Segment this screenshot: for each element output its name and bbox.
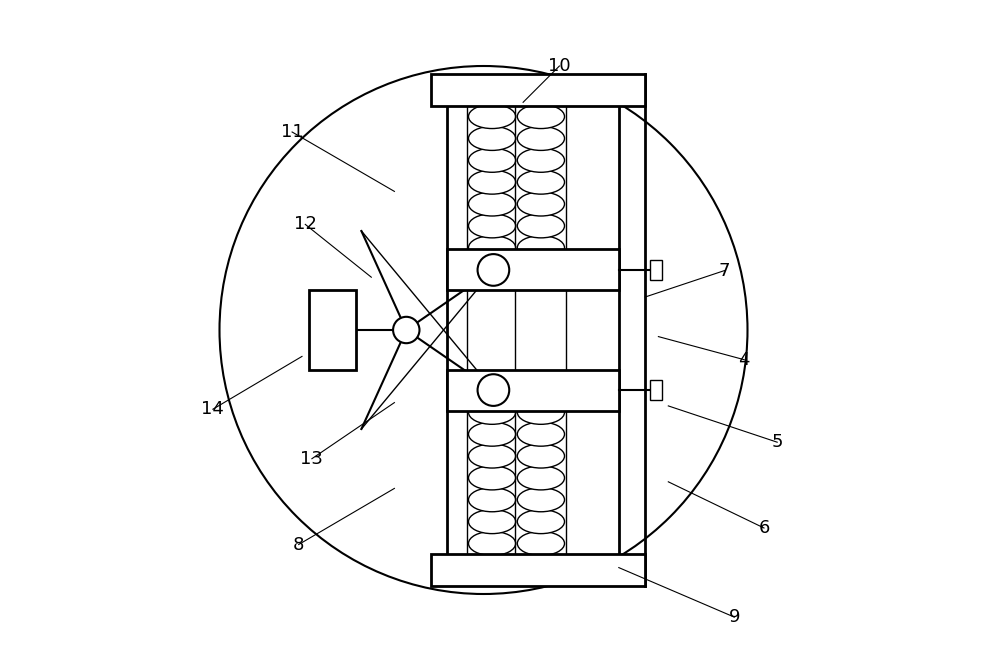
Circle shape [478, 374, 509, 406]
Ellipse shape [517, 466, 565, 490]
Ellipse shape [468, 214, 516, 238]
Ellipse shape [468, 257, 516, 282]
Ellipse shape [517, 148, 565, 172]
Text: 9: 9 [729, 608, 740, 626]
Ellipse shape [468, 378, 516, 403]
Text: 6: 6 [758, 519, 770, 537]
Ellipse shape [517, 236, 565, 260]
Ellipse shape [517, 488, 565, 512]
Circle shape [478, 254, 509, 286]
Ellipse shape [517, 378, 565, 403]
Ellipse shape [468, 422, 516, 446]
Ellipse shape [468, 510, 516, 534]
Bar [431, 74, 645, 106]
Ellipse shape [517, 510, 565, 534]
Ellipse shape [468, 400, 516, 424]
Text: 8: 8 [293, 535, 304, 554]
Bar [309, 290, 356, 370]
Ellipse shape [517, 126, 565, 150]
Text: 5: 5 [771, 433, 783, 451]
Ellipse shape [517, 444, 565, 468]
Ellipse shape [517, 531, 565, 556]
Ellipse shape [517, 104, 565, 129]
Ellipse shape [468, 444, 516, 468]
Ellipse shape [468, 531, 516, 556]
Circle shape [393, 317, 419, 343]
Bar [447, 249, 619, 290]
Ellipse shape [517, 422, 565, 446]
Text: 14: 14 [201, 400, 224, 418]
Ellipse shape [517, 400, 565, 424]
Ellipse shape [468, 236, 516, 260]
Ellipse shape [517, 192, 565, 216]
Ellipse shape [468, 170, 516, 194]
Bar [650, 260, 662, 280]
Ellipse shape [468, 126, 516, 150]
Text: 7: 7 [719, 261, 730, 280]
Text: 4: 4 [738, 350, 750, 369]
Bar [650, 380, 662, 400]
Ellipse shape [468, 488, 516, 512]
Ellipse shape [517, 257, 565, 282]
Bar [447, 370, 619, 411]
Bar [431, 554, 645, 586]
Ellipse shape [468, 148, 516, 172]
Ellipse shape [517, 170, 565, 194]
Text: 13: 13 [300, 449, 323, 468]
Text: 11: 11 [281, 123, 303, 141]
Ellipse shape [468, 192, 516, 216]
Text: 10: 10 [548, 57, 571, 75]
Ellipse shape [517, 214, 565, 238]
Ellipse shape [468, 466, 516, 490]
Text: 12: 12 [294, 215, 317, 234]
Ellipse shape [468, 104, 516, 129]
